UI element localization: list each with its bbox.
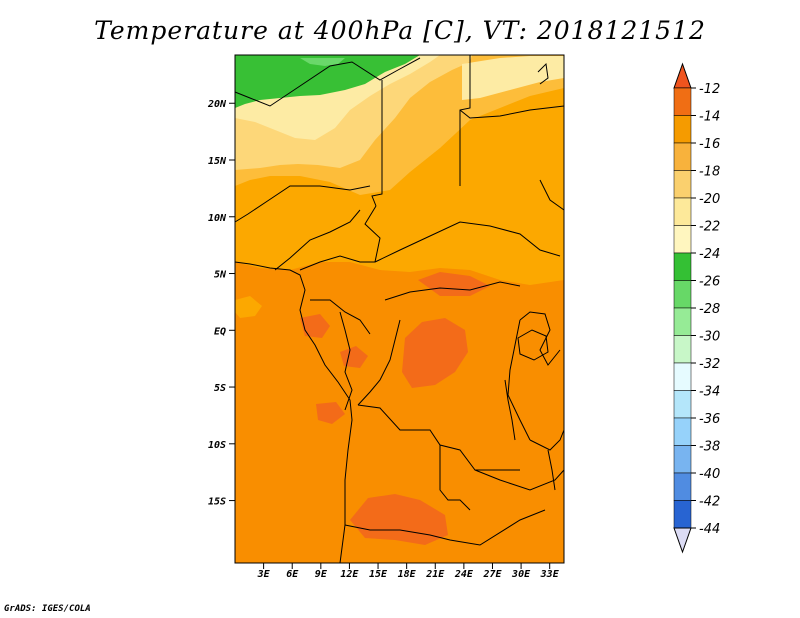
lon-tick-label: 30E xyxy=(511,569,531,580)
colorbar-label: -26 xyxy=(699,275,720,290)
colorbar-label: -20 xyxy=(699,192,720,207)
colorbar-label: -40 xyxy=(699,467,720,482)
lon-tick-label: 21E xyxy=(425,569,445,580)
coast-north-east xyxy=(537,62,549,85)
colorbar-swatch xyxy=(673,170,692,199)
border-zambia xyxy=(474,469,565,491)
lat-tick-label: 10N xyxy=(208,213,227,224)
map-frame xyxy=(234,54,565,564)
lon-tick-label: 27E xyxy=(482,569,502,580)
lon-tick-label: 33E xyxy=(540,569,560,580)
colorbar-swatch xyxy=(673,87,692,116)
colorbar-swatch xyxy=(673,252,692,281)
lon-tick-label: 3E xyxy=(257,569,271,580)
border-drc-east xyxy=(507,319,531,441)
colorbar-label: -14 xyxy=(699,110,720,125)
lake-victoria xyxy=(517,329,549,361)
border-lakes xyxy=(519,311,561,366)
field-patch-26 xyxy=(300,58,345,66)
chart-title: Temperature at 400hPa [C], VT: 201812151… xyxy=(94,16,706,45)
field-patch-12-angola xyxy=(316,402,345,424)
border-car-drc xyxy=(384,281,521,301)
border-sudan-nile xyxy=(459,105,565,119)
lat-tick-label: 5S xyxy=(214,383,226,394)
border-sudan-chad xyxy=(371,80,383,207)
border-drc-west xyxy=(357,319,401,406)
colorbar-swatch xyxy=(673,390,692,419)
colorbar-label: -34 xyxy=(699,385,720,400)
field-patch-12-car xyxy=(418,272,490,296)
colorbar-swatch xyxy=(673,445,692,474)
colorbar-label: -22 xyxy=(699,220,720,235)
colorbar-label: -28 xyxy=(699,302,720,317)
border-angola-east xyxy=(439,445,471,511)
border-niger-nigeria xyxy=(234,185,371,223)
colorbar-label: -12 xyxy=(699,82,720,97)
lat-tick-label: 5N xyxy=(214,270,227,281)
colorbar-swatch xyxy=(673,472,692,501)
colorbar-label: -42 xyxy=(699,495,720,510)
temperature-field xyxy=(235,55,564,563)
lon-tick-label: 18E xyxy=(398,569,417,580)
grads-credit: GrADS: IGES/COLA xyxy=(4,604,91,614)
colorbar-label: -44 xyxy=(699,522,720,537)
border-chad-south xyxy=(299,205,381,271)
colorbar-label: -32 xyxy=(699,357,720,372)
lon-tick-label: 6E xyxy=(286,569,299,580)
lat-tick-label: 15N xyxy=(208,156,227,167)
colorbar-label: -24 xyxy=(699,247,720,262)
field-patch-22-ne xyxy=(462,56,564,100)
colorbar-label: -36 xyxy=(699,412,720,427)
longitude-axis: 3E 6E 9E 12E 15E 18E 21E 24E 27E 30E 33E xyxy=(257,563,560,580)
colorbar-swatch xyxy=(673,417,692,446)
border-car xyxy=(374,221,561,263)
coast-west xyxy=(234,261,353,564)
country-borders xyxy=(234,55,565,564)
field-band-24 xyxy=(235,55,420,108)
colorbar-swatch xyxy=(673,197,692,226)
colorbar-bottom-arrow xyxy=(673,527,692,554)
colorbar-swatch xyxy=(673,500,692,529)
lat-tick-label: 20N xyxy=(207,99,227,110)
lon-tick-label: 12E xyxy=(340,569,359,580)
field-patch-16-west xyxy=(235,296,262,318)
lat-tick-label: 15S xyxy=(208,497,226,508)
lon-tick-label: 15E xyxy=(369,569,388,580)
colorbar-label: -18 xyxy=(699,165,720,180)
colorbar-swatch xyxy=(673,335,692,364)
border-nigeria-cameroon xyxy=(274,209,361,271)
border-ethiopia xyxy=(539,179,565,211)
border-libya-chad xyxy=(234,57,421,107)
colorbar-swatch xyxy=(673,280,692,309)
lake-malawi xyxy=(547,449,556,491)
colorbar-label: -16 xyxy=(699,137,720,152)
colorbar-label: -30 xyxy=(699,330,720,345)
border-libya-egypt xyxy=(459,55,471,186)
field-patch-12-congo xyxy=(402,318,468,388)
field-patch-12-gabon xyxy=(300,314,330,338)
colorbar: -12 -14 -16 -18 -20 -22 -24 -26 -28 -30 -32 -34 -36 -… xyxy=(673,62,720,554)
colorbar-swatch xyxy=(673,115,692,144)
border-angola-north xyxy=(357,404,520,471)
border-tanzania xyxy=(529,429,565,451)
colorbar-top-arrow xyxy=(673,62,692,89)
lat-tick-label: 10S xyxy=(208,440,226,451)
colorbar-swatch xyxy=(673,142,692,171)
lat-tick-label: EQ xyxy=(214,326,226,337)
border-angola-south xyxy=(344,509,546,546)
border-congo xyxy=(339,311,353,411)
lake-tanganyika xyxy=(504,379,516,441)
colorbar-swatch xyxy=(673,225,692,254)
lon-tick-label: 24E xyxy=(454,569,474,580)
lon-tick-label: 9E xyxy=(315,569,328,580)
border-cameroon-south xyxy=(310,299,371,335)
field-patch-12-south xyxy=(350,494,448,545)
colorbar-label: -38 xyxy=(699,440,720,455)
colorbar-swatch xyxy=(673,362,692,391)
latitude-axis: 20N 15N 10N 5N EQ 5S 10S 15S xyxy=(207,99,235,508)
colorbar-swatch xyxy=(673,307,692,336)
